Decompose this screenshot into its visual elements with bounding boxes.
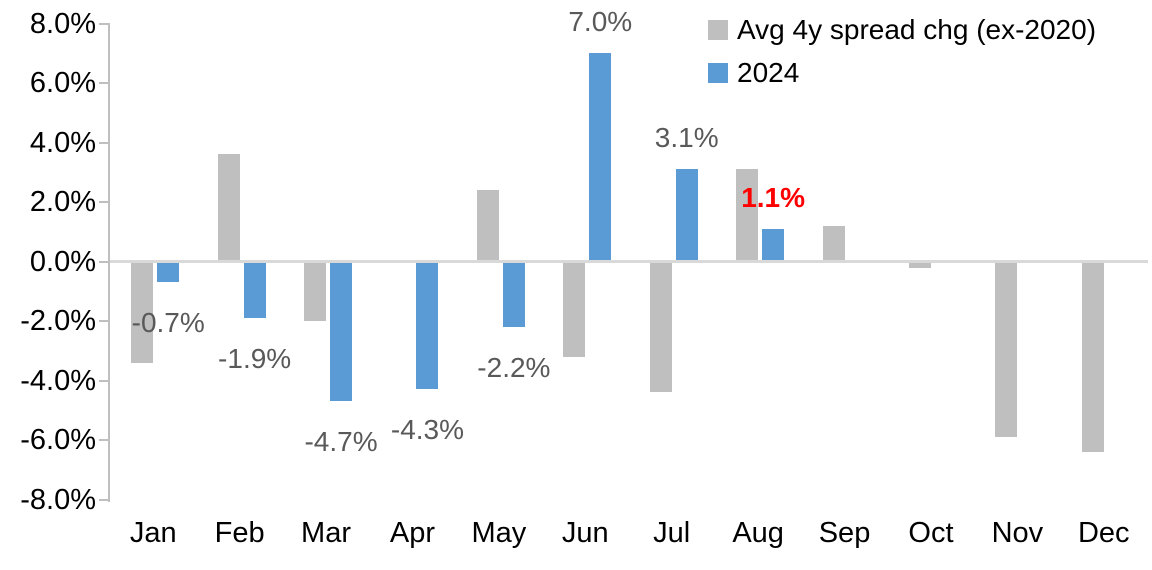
x-axis-label-jun: Jun [561, 517, 609, 549]
y-axis-line [108, 23, 110, 502]
data-label-2024-may: -2.2% [477, 351, 551, 383]
bar-avg-aug [736, 169, 759, 262]
data-label-2024-aug: 1.1% [741, 181, 806, 213]
data-label-2024-apr: -4.3% [390, 414, 465, 446]
bar-avg-oct [908, 261, 931, 268]
bar-2024-aug [762, 228, 785, 262]
bar-2024-jan [157, 261, 180, 283]
y-axis-tick-label: 2.0% [29, 186, 96, 218]
y-axis-tick-mark [99, 260, 110, 263]
legend-item-avg: Avg 4y spread chg (ex-2020) [708, 8, 1096, 51]
data-label-2024-jul: 3.1% [654, 122, 719, 154]
bar-avg-jun [563, 261, 586, 357]
legend-label: 2024 [737, 56, 800, 88]
y-axis-tick-label: 6.0% [29, 67, 96, 99]
y-axis-tick-mark [99, 141, 110, 144]
y-axis-tick-mark [99, 22, 110, 25]
y-axis-tick-label: -2.0% [20, 305, 96, 337]
y-axis-tick-mark [99, 379, 110, 382]
y-axis-tick-mark [99, 201, 110, 203]
x-axis-label-mar: Mar [301, 517, 351, 549]
y-axis-tick-mark [99, 82, 110, 84]
x-axis-label-jan: Jan [129, 517, 177, 549]
bar-2024-jul [675, 169, 698, 262]
bar-2024-feb [243, 261, 266, 318]
bar-avg-dec [1081, 261, 1104, 452]
data-label-2024-mar: -4.7% [304, 426, 378, 458]
x-axis-label-dec: Dec [1077, 517, 1130, 549]
y-axis-tick-label: -8.0% [20, 483, 96, 516]
x-axis-label-oct: Oct [908, 517, 954, 549]
bar-avg-sep [822, 225, 845, 262]
x-axis-label-apr: Apr [389, 517, 436, 549]
y-axis-tick-mark [99, 320, 110, 322]
x-axis-label-nov: Nov [991, 517, 1044, 549]
y-axis-tick-mark [99, 498, 110, 501]
bar-avg-mar [304, 261, 327, 321]
y-axis-tick-label: -6.0% [20, 424, 96, 456]
x-axis-label-jul: Jul [653, 517, 691, 549]
bar-avg-nov [995, 261, 1018, 437]
legend-item-2024: 2024 [708, 51, 1096, 94]
data-label-2024-jun: 7.0% [568, 6, 633, 38]
bar-2024-mar [330, 261, 353, 402]
y-axis-tick-label: 0.0% [29, 245, 96, 278]
bar-avg-feb [217, 154, 240, 262]
y-axis-tick-label: 8.0% [29, 7, 96, 40]
x-axis-label-aug: Aug [732, 517, 784, 549]
y-axis-tick-label: 4.0% [29, 126, 96, 159]
x-axis-label-feb: Feb [214, 517, 265, 549]
legend-label: Avg 4y spread chg (ex-2020) [737, 13, 1097, 45]
bar-avg-jan [131, 261, 154, 363]
zero-line [110, 260, 1148, 263]
y-axis-tick-mark [99, 439, 110, 441]
bar-avg-jul [649, 261, 672, 393]
x-axis-label-may: May [471, 517, 527, 549]
y-axis-tick-label: -4.0% [20, 364, 96, 397]
bar-2024-may [502, 261, 525, 327]
x-axis-label-sep: Sep [818, 517, 871, 549]
bar-2024-jun [589, 53, 612, 262]
legend-swatch-icon [708, 62, 728, 83]
legend-swatch-icon [708, 19, 728, 40]
bar-2024-apr [416, 261, 439, 390]
bar-avg-may [476, 190, 499, 262]
data-label-2024-feb: -1.9% [218, 343, 292, 374]
data-label-2024-jan: -0.7% [131, 307, 205, 339]
legend: Avg 4y spread chg (ex-2020) 2024 [708, 8, 1096, 94]
